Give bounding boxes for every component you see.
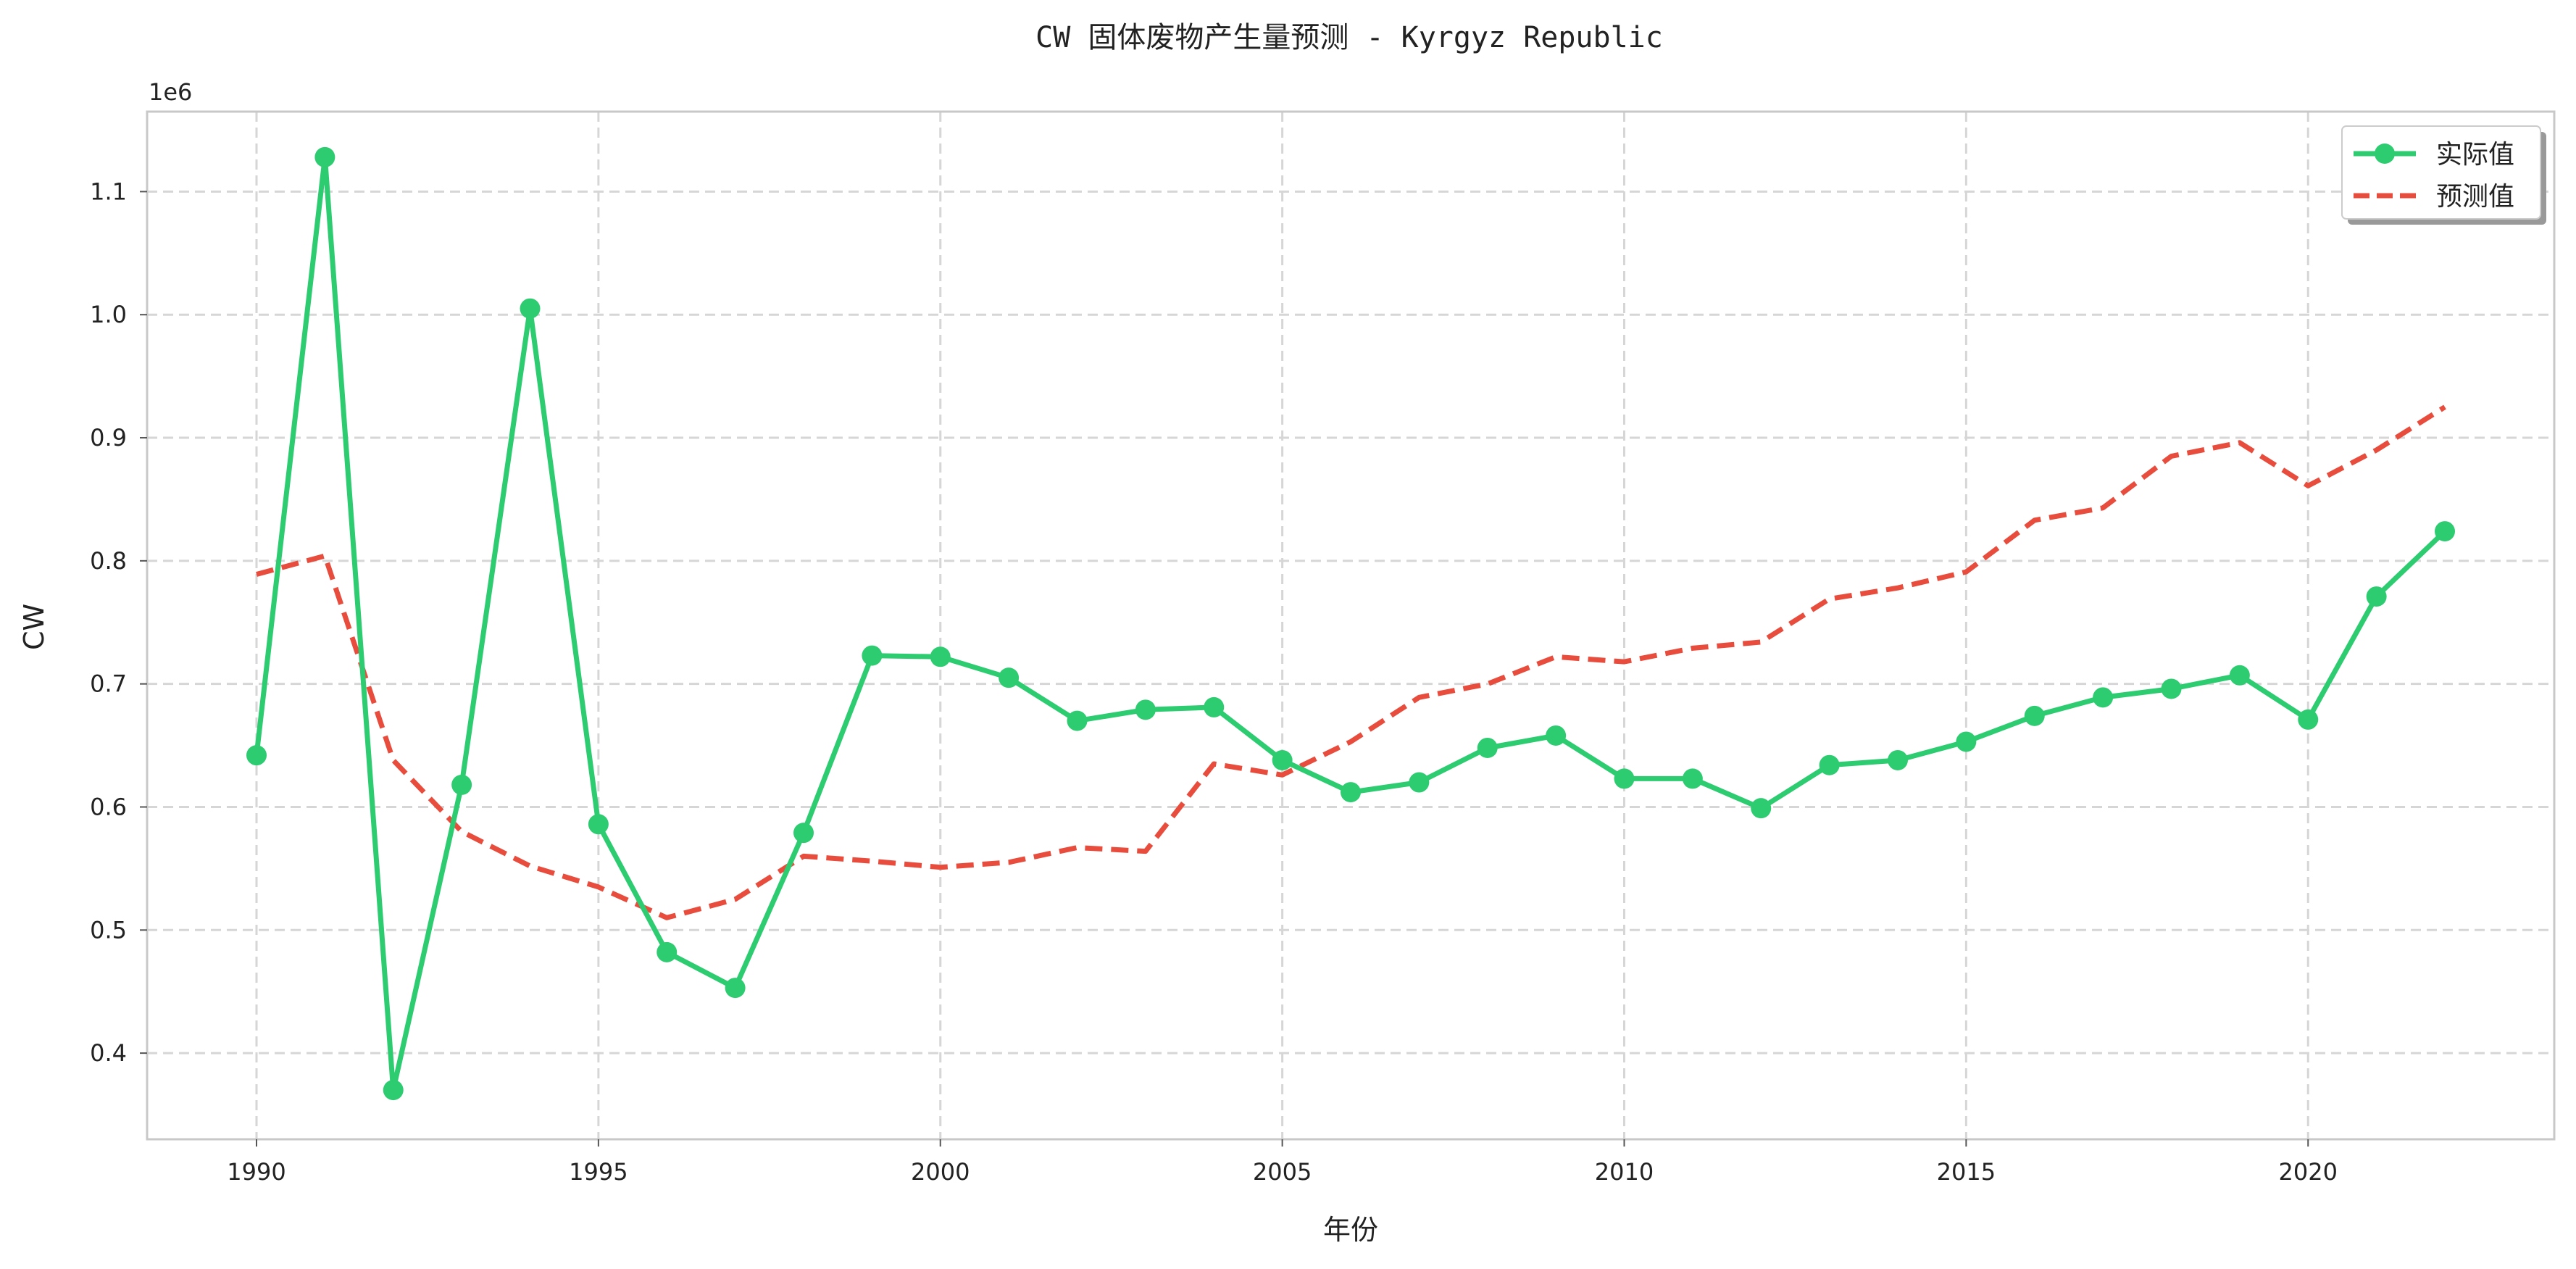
actual-data-point	[999, 667, 1020, 688]
actual-data-point	[1751, 798, 1772, 819]
actual-data-point	[383, 1080, 404, 1101]
y-tick-label: 0.5	[90, 916, 127, 944]
series-layer	[246, 146, 2455, 1101]
y-axis-multiplier-label: 1e6	[149, 78, 192, 106]
actual-data-point	[2093, 687, 2114, 708]
predicted-series-line	[256, 404, 2446, 920]
grid	[147, 112, 2554, 1139]
y-tick-label: 0.4	[90, 1039, 127, 1067]
x-axis-ticks: 1990 1995 2000 2005 2010 2015 2020	[227, 1139, 2338, 1186]
actual-data-point	[2298, 709, 2319, 730]
actual-data-point	[1272, 749, 1293, 770]
y-tick-label: 0.7	[90, 670, 127, 698]
y-tick-label: 1.1	[90, 178, 127, 205]
x-tick-label: 2020	[2279, 1158, 2338, 1186]
actual-data-point	[1614, 768, 1635, 789]
x-tick-label: 1990	[227, 1158, 285, 1186]
actual-data-point	[1204, 696, 1225, 717]
legend: 实际值 预测值	[2341, 125, 2546, 225]
actual-data-point	[314, 146, 335, 167]
actual-data-point	[1341, 782, 1361, 803]
actual-data-point	[656, 941, 678, 962]
y-axis-label: CW	[18, 604, 50, 650]
chart-title: CW 固体废物产生量预测 - Kyrgyz Republic	[1035, 21, 1663, 54]
actual-data-point	[1409, 772, 1430, 793]
actual-data-point	[930, 646, 951, 667]
actual-data-point	[1956, 731, 1977, 752]
actual-data-point	[2024, 705, 2045, 726]
actual-data-point	[2435, 521, 2455, 542]
y-tick-label: 0.6	[90, 793, 127, 820]
x-axis-label: 年份	[1323, 1214, 1378, 1246]
legend-predicted-label: 预测值	[2436, 182, 2514, 212]
actual-data-point	[1819, 754, 1840, 775]
plot-area-frame	[146, 110, 2556, 1141]
y-tick-label: 1.0	[90, 301, 127, 328]
y-tick-label: 0.8	[90, 547, 127, 575]
legend-actual-marker	[2375, 143, 2395, 164]
actual-data-point	[246, 745, 267, 766]
actual-data-point	[1135, 699, 1156, 720]
x-tick-label: 2000	[911, 1158, 970, 1186]
actual-data-point	[2366, 586, 2387, 607]
actual-data-point	[1682, 768, 1703, 789]
actual-data-point	[588, 814, 609, 835]
actual-data-point	[2229, 665, 2250, 686]
actual-data-point	[1067, 710, 1088, 731]
x-tick-label: 2010	[1595, 1158, 1654, 1186]
actual-data-point	[451, 774, 472, 795]
actual-data-point	[520, 298, 541, 319]
actual-data-point	[1888, 749, 1908, 770]
actual-data-point	[862, 645, 883, 666]
y-tick-label: 0.9	[90, 424, 127, 452]
actual-data-point	[793, 823, 814, 844]
actual-data-point	[1477, 737, 1498, 758]
x-tick-label: 2015	[1937, 1158, 1996, 1186]
actual-series-line	[254, 154, 2447, 1093]
legend-actual-label: 实际值	[2436, 140, 2514, 170]
x-tick-label: 1995	[569, 1158, 628, 1186]
actual-data-point	[725, 978, 746, 999]
y-axis-ticks: 0.4 0.5 0.6 0.7 0.8 0.9 1.0 1.1	[90, 178, 147, 1067]
actual-data-point	[2161, 678, 2182, 699]
x-tick-label: 2005	[1253, 1158, 1312, 1186]
actual-data-point	[1546, 725, 1567, 746]
